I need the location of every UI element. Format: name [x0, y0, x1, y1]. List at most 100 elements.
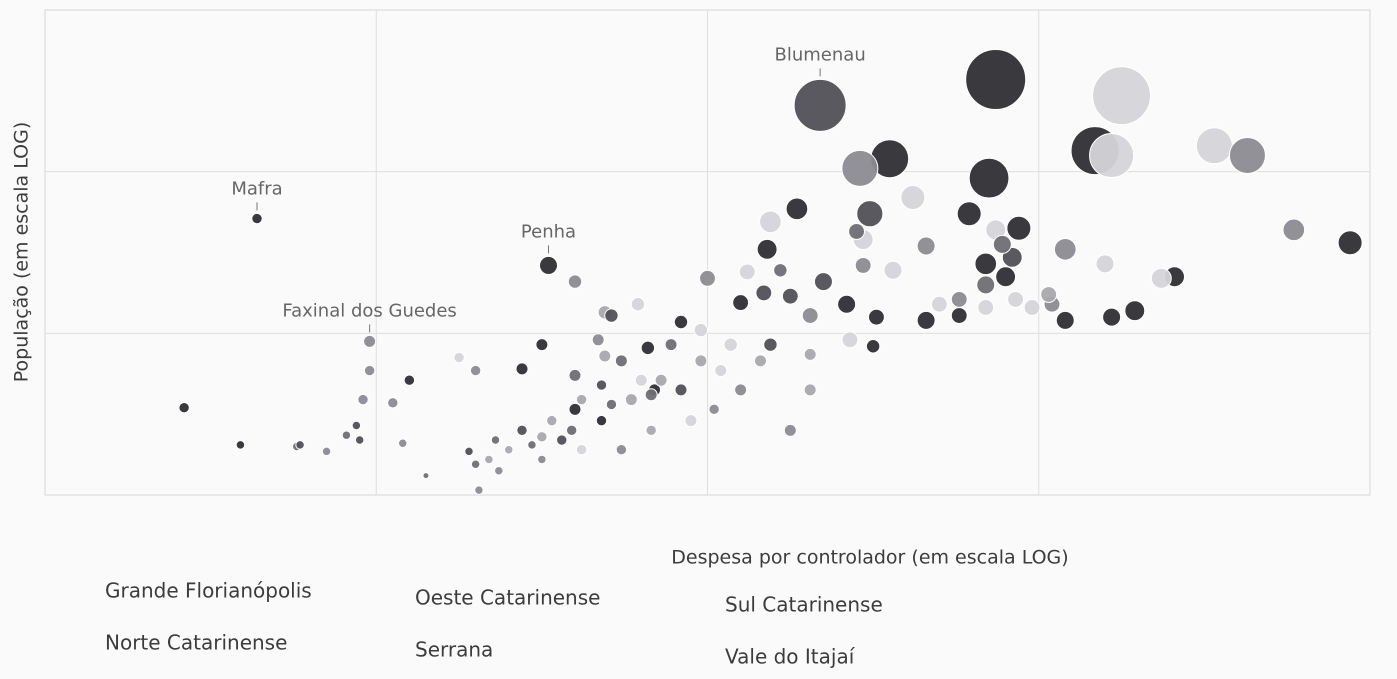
bubble: [781, 287, 799, 305]
bubble: [539, 255, 558, 275]
bubble: [422, 472, 430, 480]
bubble: [604, 308, 619, 323]
bubble: [295, 440, 305, 450]
bubble: [605, 398, 618, 411]
bubble: [956, 201, 982, 227]
bubble: [645, 424, 657, 437]
bubble: [403, 374, 416, 386]
bubble: [856, 200, 884, 228]
bubble: [634, 373, 648, 387]
legend-entry: Grande Florianópolis: [105, 579, 312, 603]
bubble: [754, 354, 767, 368]
bubble: [693, 322, 709, 338]
bubble: [490, 435, 501, 445]
bubble: [803, 347, 817, 361]
bubble: [527, 440, 537, 450]
bubble: [673, 314, 689, 330]
bubble: [1040, 286, 1058, 303]
bubble: [387, 397, 399, 409]
bubble: [1053, 237, 1077, 261]
annotation: Mafra: [231, 178, 282, 199]
bubble: [568, 402, 582, 416]
bubble: [654, 373, 668, 387]
bubble: [883, 260, 903, 280]
bubble: [178, 402, 190, 414]
bubble: [755, 284, 773, 302]
bubble: [848, 223, 865, 240]
bubble: [1102, 307, 1122, 327]
annotation: Penha: [521, 221, 576, 242]
bubble: [759, 210, 782, 234]
bubble: [916, 236, 936, 256]
bubble: [950, 290, 968, 308]
bubble: [321, 446, 332, 457]
bubble: [556, 434, 568, 446]
bubble: [474, 485, 484, 495]
bubble: [575, 444, 588, 456]
bubble: [614, 354, 628, 368]
bubble: [595, 379, 608, 391]
legend-entry: Oeste Catarinense: [415, 586, 600, 610]
bubble: [916, 310, 936, 330]
bubble: [992, 234, 1012, 254]
bubble: [1089, 132, 1135, 179]
bubble: [398, 438, 408, 449]
bubble: [865, 339, 881, 354]
bubble: [930, 295, 948, 313]
bubble: [363, 334, 377, 348]
bubble: [1337, 230, 1363, 256]
bubble: [354, 435, 365, 445]
bubble: [1124, 300, 1146, 322]
bubble: [537, 454, 547, 465]
annotation: Faxinal dos Guedes: [282, 300, 456, 321]
bubble: [453, 351, 465, 364]
bubble: [699, 269, 716, 287]
bubble: [504, 444, 514, 455]
legend-entry: Serrana: [415, 638, 493, 662]
bubble: [535, 338, 549, 352]
bubble: [1023, 299, 1041, 316]
bubble: [351, 420, 362, 431]
legend-entry: Sul Catarinense: [725, 593, 883, 617]
bubble: [756, 238, 778, 260]
bubble: [644, 388, 658, 402]
bubble: [977, 299, 995, 316]
bubble: [900, 185, 926, 211]
bubble: [854, 256, 872, 274]
bubble: [1150, 267, 1172, 289]
bubble: [575, 393, 588, 406]
bubble: [841, 149, 879, 187]
bubble: [974, 252, 998, 276]
bubble: [640, 340, 656, 356]
bubble: [785, 197, 809, 221]
bubble: [732, 294, 750, 312]
bubble: [708, 403, 720, 416]
bubble: [793, 78, 847, 132]
bubble: [470, 459, 481, 470]
bubble: [1095, 254, 1115, 274]
bubble: [515, 362, 529, 376]
bubble: [1092, 66, 1151, 126]
bubble: [494, 466, 504, 476]
bubble: [783, 423, 797, 437]
bubble: [801, 307, 819, 324]
bubble: [965, 49, 1027, 111]
bubble: [714, 364, 728, 378]
bubble: [464, 446, 474, 457]
bubble: [357, 393, 369, 406]
bubble: [734, 383, 748, 397]
bubble: [1195, 127, 1233, 165]
bubble: [1228, 137, 1266, 174]
bubble: [595, 414, 608, 427]
bubble: [841, 331, 859, 349]
legend-entry: Vale do Itajaí: [725, 645, 856, 669]
legend-entry: Norte Catarinense: [105, 631, 287, 655]
bubble: [1007, 290, 1024, 308]
bubble: [469, 364, 482, 377]
bubble: [516, 424, 528, 437]
bubble: [1055, 310, 1075, 330]
bubble: [624, 393, 638, 407]
bubble: [763, 337, 778, 352]
bubble: [363, 364, 376, 377]
